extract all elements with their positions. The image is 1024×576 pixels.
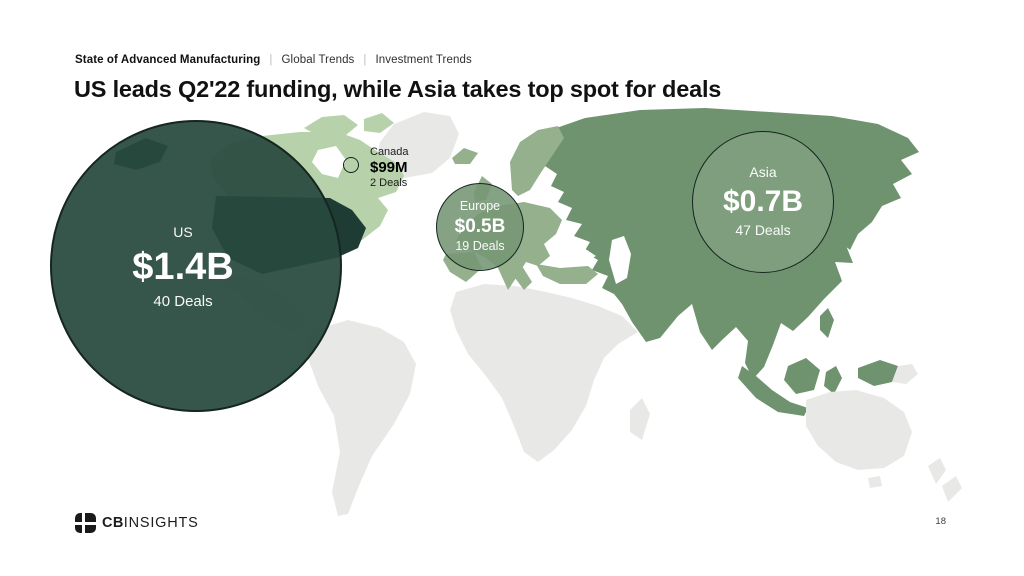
logo-cb-text: CB <box>102 515 124 531</box>
map-region-tasmania <box>868 476 882 488</box>
breadcrumb: State of Advanced Manufacturing | Global… <box>75 54 472 66</box>
map-region-new-zealand-north <box>928 458 946 484</box>
page-number: 18 <box>935 516 946 527</box>
canada-deals-count: 2 Deals <box>370 177 408 190</box>
canada-label-block: Canada $99M 2 Deals <box>370 146 409 191</box>
map-region-canada-arctic-1 <box>304 115 358 137</box>
bubble-canada <box>343 157 359 173</box>
map-region-iceland <box>452 148 478 164</box>
bubble-europe: Europe $0.5B 19 Deals <box>436 183 524 271</box>
bubble-europe-funding-value: $0.5B <box>454 216 506 238</box>
cbinsights-logo-text: CBINSIGHTS <box>102 515 199 531</box>
map-region-australia <box>806 390 912 470</box>
map-black-sea <box>558 248 596 264</box>
bubble-asia-deals-count: 47 Deals <box>735 222 791 239</box>
map-region-sulawesi <box>824 366 842 394</box>
map-region-new-zealand-south <box>942 476 962 502</box>
bubble-asia: Asia $0.7B 47 Deals <box>692 131 834 273</box>
bubble-us-deals-count: 40 Deals <box>153 293 213 311</box>
map-region-borneo <box>784 358 820 394</box>
cbinsights-logo: CBINSIGHTS <box>75 513 199 533</box>
map-region-africa <box>450 284 638 462</box>
map-region-italy <box>505 256 532 290</box>
map-region-sumatra-java <box>738 366 808 416</box>
map-region-canada-arctic-2 <box>364 113 394 133</box>
map-region-new-guinea <box>858 360 898 386</box>
bubble-asia-funding-value: $0.7B <box>722 184 804 218</box>
map-hudson-bay <box>312 146 346 178</box>
bubble-asia-region-label: Asia <box>749 164 777 181</box>
breadcrumb-report-title: State of Advanced Manufacturing <box>75 54 261 66</box>
bubble-us-funding-value: $1.4B <box>132 245 234 288</box>
breadcrumb-item-global-trends: Global Trends <box>281 54 355 66</box>
bubble-us: US $1.4B 40 Deals <box>50 120 342 412</box>
map-region-madagascar <box>630 398 650 440</box>
breadcrumb-separator: | <box>363 54 367 66</box>
map-region-south-america <box>306 320 416 516</box>
map-region-greenland <box>374 112 459 178</box>
map-region-new-guinea-east <box>892 364 918 384</box>
map-region-scandinavia <box>510 126 564 196</box>
cbinsights-logo-icon <box>75 513 96 533</box>
map-region-philippines <box>820 308 834 338</box>
map-region-japan <box>841 198 866 250</box>
map-region-balkans-turkey <box>536 264 598 284</box>
canada-funding-value: $99M <box>370 159 408 177</box>
bubble-europe-deals-count: 19 Deals <box>455 238 505 253</box>
bubble-us-region-label: US <box>173 224 193 241</box>
breadcrumb-item-investment-trends: Investment Trends <box>375 54 472 66</box>
canada-region-label: Canada <box>370 146 409 158</box>
logo-insights-text: INSIGHTS <box>123 515 199 531</box>
breadcrumb-separator: | <box>269 54 273 66</box>
page-title: US leads Q2'22 funding, while Asia takes… <box>74 76 722 102</box>
bubble-europe-region-label: Europe <box>459 199 501 214</box>
map-caspian-sea <box>609 236 631 284</box>
